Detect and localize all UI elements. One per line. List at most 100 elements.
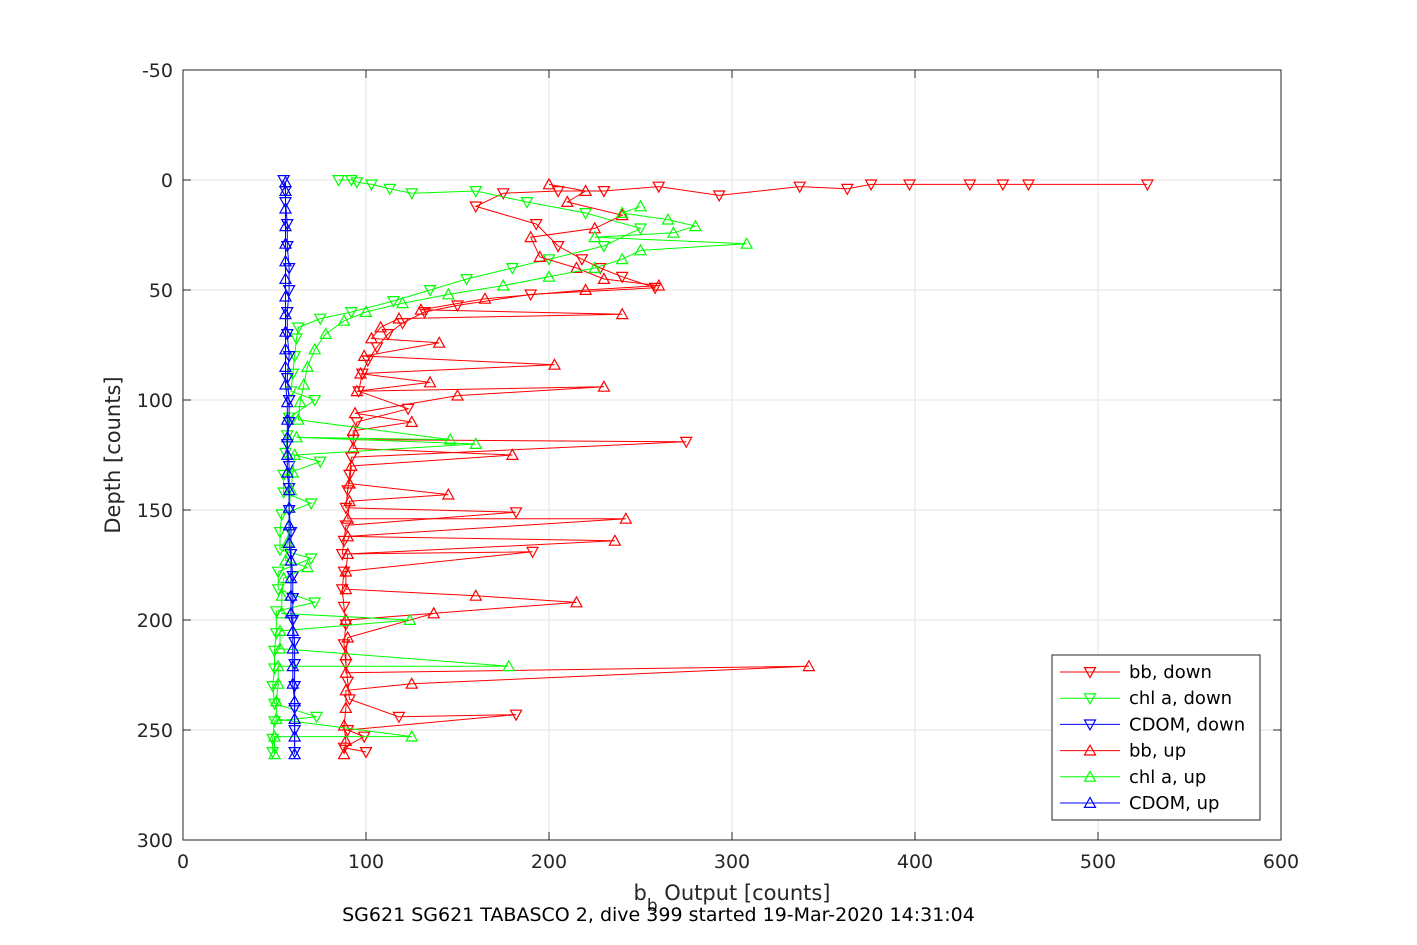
data-point (337, 742, 351, 755)
data-point (460, 274, 474, 286)
data-point (529, 219, 543, 231)
data-point (615, 206, 629, 218)
data-point (551, 241, 565, 253)
data-point (280, 448, 294, 460)
legend-marker (1083, 770, 1097, 782)
data-point (278, 184, 292, 196)
data-point (902, 179, 917, 192)
data-point (266, 680, 280, 693)
data-point (533, 250, 547, 262)
data-point (423, 375, 437, 388)
data-point (569, 261, 583, 273)
data-point (346, 424, 360, 436)
data-point (551, 186, 565, 198)
data-point (633, 199, 648, 212)
series-line (341, 183, 1148, 753)
y-tick-label: 300 (137, 830, 173, 852)
data-point (357, 349, 371, 361)
data-point (619, 512, 633, 524)
series-line (285, 182, 296, 755)
data-point (1140, 179, 1154, 192)
data-point (793, 181, 807, 194)
data-point (278, 272, 292, 284)
legend-label: CDOM, up (1129, 793, 1219, 814)
data-point (496, 278, 510, 291)
data-point (273, 641, 287, 654)
data-point (275, 606, 289, 619)
data-point (286, 570, 300, 583)
data-point (350, 177, 364, 189)
x-tick-label: 300 (714, 851, 750, 873)
data-point (278, 325, 292, 337)
data-point (269, 628, 283, 640)
series-line (272, 179, 642, 752)
data-point (450, 300, 465, 313)
data-point (469, 589, 483, 601)
data-point (286, 659, 300, 672)
data-point (291, 413, 305, 425)
data-point (392, 311, 406, 324)
data-point (478, 292, 492, 304)
data-point (341, 485, 355, 497)
data-point (278, 237, 292, 249)
data-point (661, 212, 675, 225)
data-point (615, 208, 629, 221)
data-point (712, 190, 726, 203)
data-point (304, 553, 318, 566)
data-point (277, 175, 291, 187)
data-point (278, 175, 292, 188)
y-tick-label: -50 (142, 60, 173, 82)
legend-item: bb, up (1060, 741, 1186, 762)
data-point (280, 219, 294, 231)
data-point (666, 226, 680, 238)
data-point (284, 589, 298, 601)
data-point (271, 584, 285, 596)
x-axis-label-main: b (633, 881, 646, 905)
data-point (688, 219, 702, 232)
x-tick-label: 500 (1080, 851, 1116, 873)
data-point (267, 747, 282, 760)
data-point (963, 179, 977, 192)
data-point (864, 179, 878, 192)
data-point (597, 380, 611, 392)
data-point (597, 186, 611, 198)
data-point (282, 461, 296, 473)
data-point (277, 571, 291, 584)
data-point (542, 177, 556, 190)
data-point (597, 241, 611, 253)
data-point (520, 197, 534, 209)
data-point (341, 529, 355, 542)
data-point (280, 413, 294, 425)
data-point (364, 331, 379, 344)
data-point (284, 606, 298, 619)
legend-marker (1083, 719, 1097, 732)
x-tick-label: 200 (531, 851, 567, 873)
data-point (308, 597, 322, 610)
legend-label: chl a, up (1129, 767, 1206, 788)
data-point (588, 261, 602, 273)
series-line (343, 183, 809, 755)
data-point (423, 285, 437, 297)
data-point (560, 195, 574, 207)
x-axis-label-sub: b (647, 896, 658, 916)
data-point (427, 606, 441, 619)
data-point (339, 701, 353, 714)
data-point (273, 544, 287, 557)
y-tick-label: 0 (161, 170, 173, 192)
legend-marker (1083, 693, 1097, 705)
data-point (569, 595, 583, 608)
data-point (278, 219, 292, 232)
data-point (359, 746, 373, 759)
data-point (996, 179, 1010, 192)
data-point (288, 729, 302, 742)
data-point (344, 307, 358, 319)
data-point (308, 342, 322, 355)
y-axis-label: Depth [counts] (101, 376, 125, 533)
legend-marker (1083, 666, 1097, 679)
data-point (509, 709, 523, 722)
data-point (267, 729, 282, 742)
data-point (652, 278, 666, 291)
y-tick-label: 50 (149, 280, 173, 302)
data-point (505, 263, 519, 275)
data-point (271, 566, 285, 579)
